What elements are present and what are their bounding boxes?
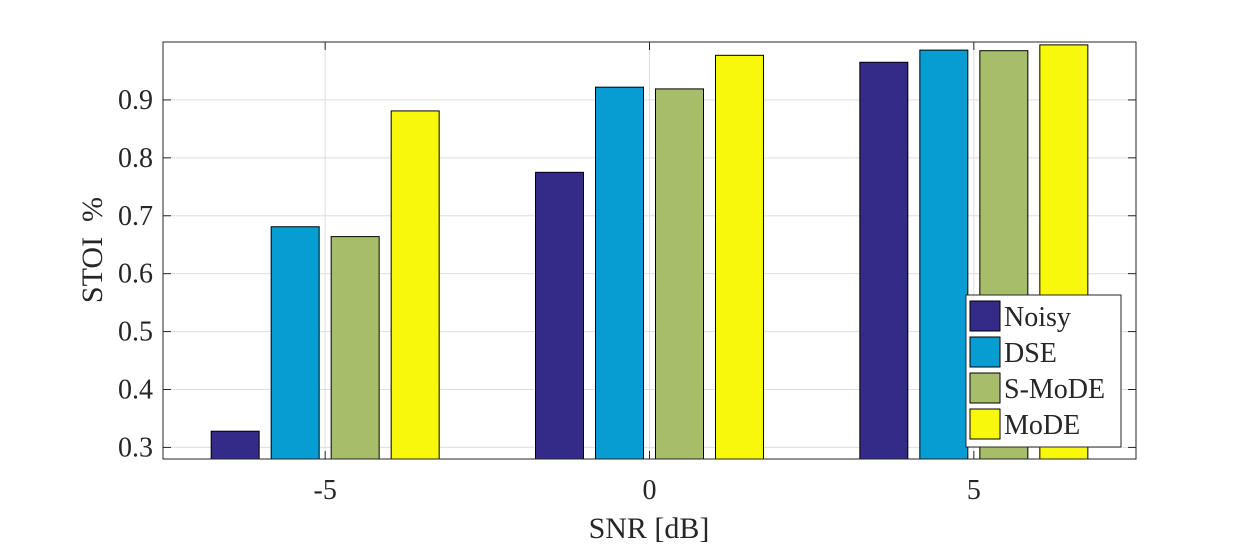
legend-label: DSE (1004, 338, 1057, 369)
y-tick-label: 0.4 (118, 375, 153, 406)
bar-noisy-0 (210, 430, 260, 460)
bar-s-mode-1 (655, 88, 704, 460)
y-tick-label: 0.9 (118, 85, 153, 116)
bar-mode-1 (715, 54, 764, 460)
legend-label: Noisy (1004, 302, 1071, 333)
legend: Noisy DSE S-MoDE MoDE (965, 294, 1122, 448)
bars-layer (210, 44, 1089, 460)
legend-swatch (969, 300, 1001, 332)
ticks-layer: 0.3 0.4 0.5 0.6 0.7 0.8 0.9 -5 0 5 (118, 42, 1136, 506)
y-tick-label: 0.8 (118, 143, 153, 174)
bar-dse-2 (919, 49, 969, 460)
x-axis-label: SNR [dB] (589, 512, 710, 545)
bar-noisy-1 (535, 171, 584, 460)
y-axis-label: STOI % (76, 197, 109, 303)
bar-s-mode-0 (330, 236, 380, 460)
x-tick-label: 5 (967, 475, 981, 506)
y-tick-label: 0.3 (118, 432, 153, 463)
bar-mode-0 (390, 110, 440, 460)
grid-layer (163, 42, 1136, 459)
bar-dse-1 (595, 86, 644, 460)
legend-swatch (969, 372, 1001, 404)
y-tick-label: 0.5 (118, 317, 153, 348)
y-tick-label: 0.7 (118, 201, 153, 232)
legend-label: MoDE (1004, 410, 1080, 441)
x-tick-label: 0 (643, 475, 657, 506)
x-tick-label: -5 (314, 475, 337, 506)
legend-swatch (969, 336, 1001, 368)
legend-label: S-MoDE (1004, 374, 1105, 405)
y-tick-label: 0.6 (118, 259, 153, 290)
legend-swatch (969, 408, 1001, 440)
bar-dse-0 (270, 226, 320, 460)
bar-noisy-2 (859, 61, 909, 460)
